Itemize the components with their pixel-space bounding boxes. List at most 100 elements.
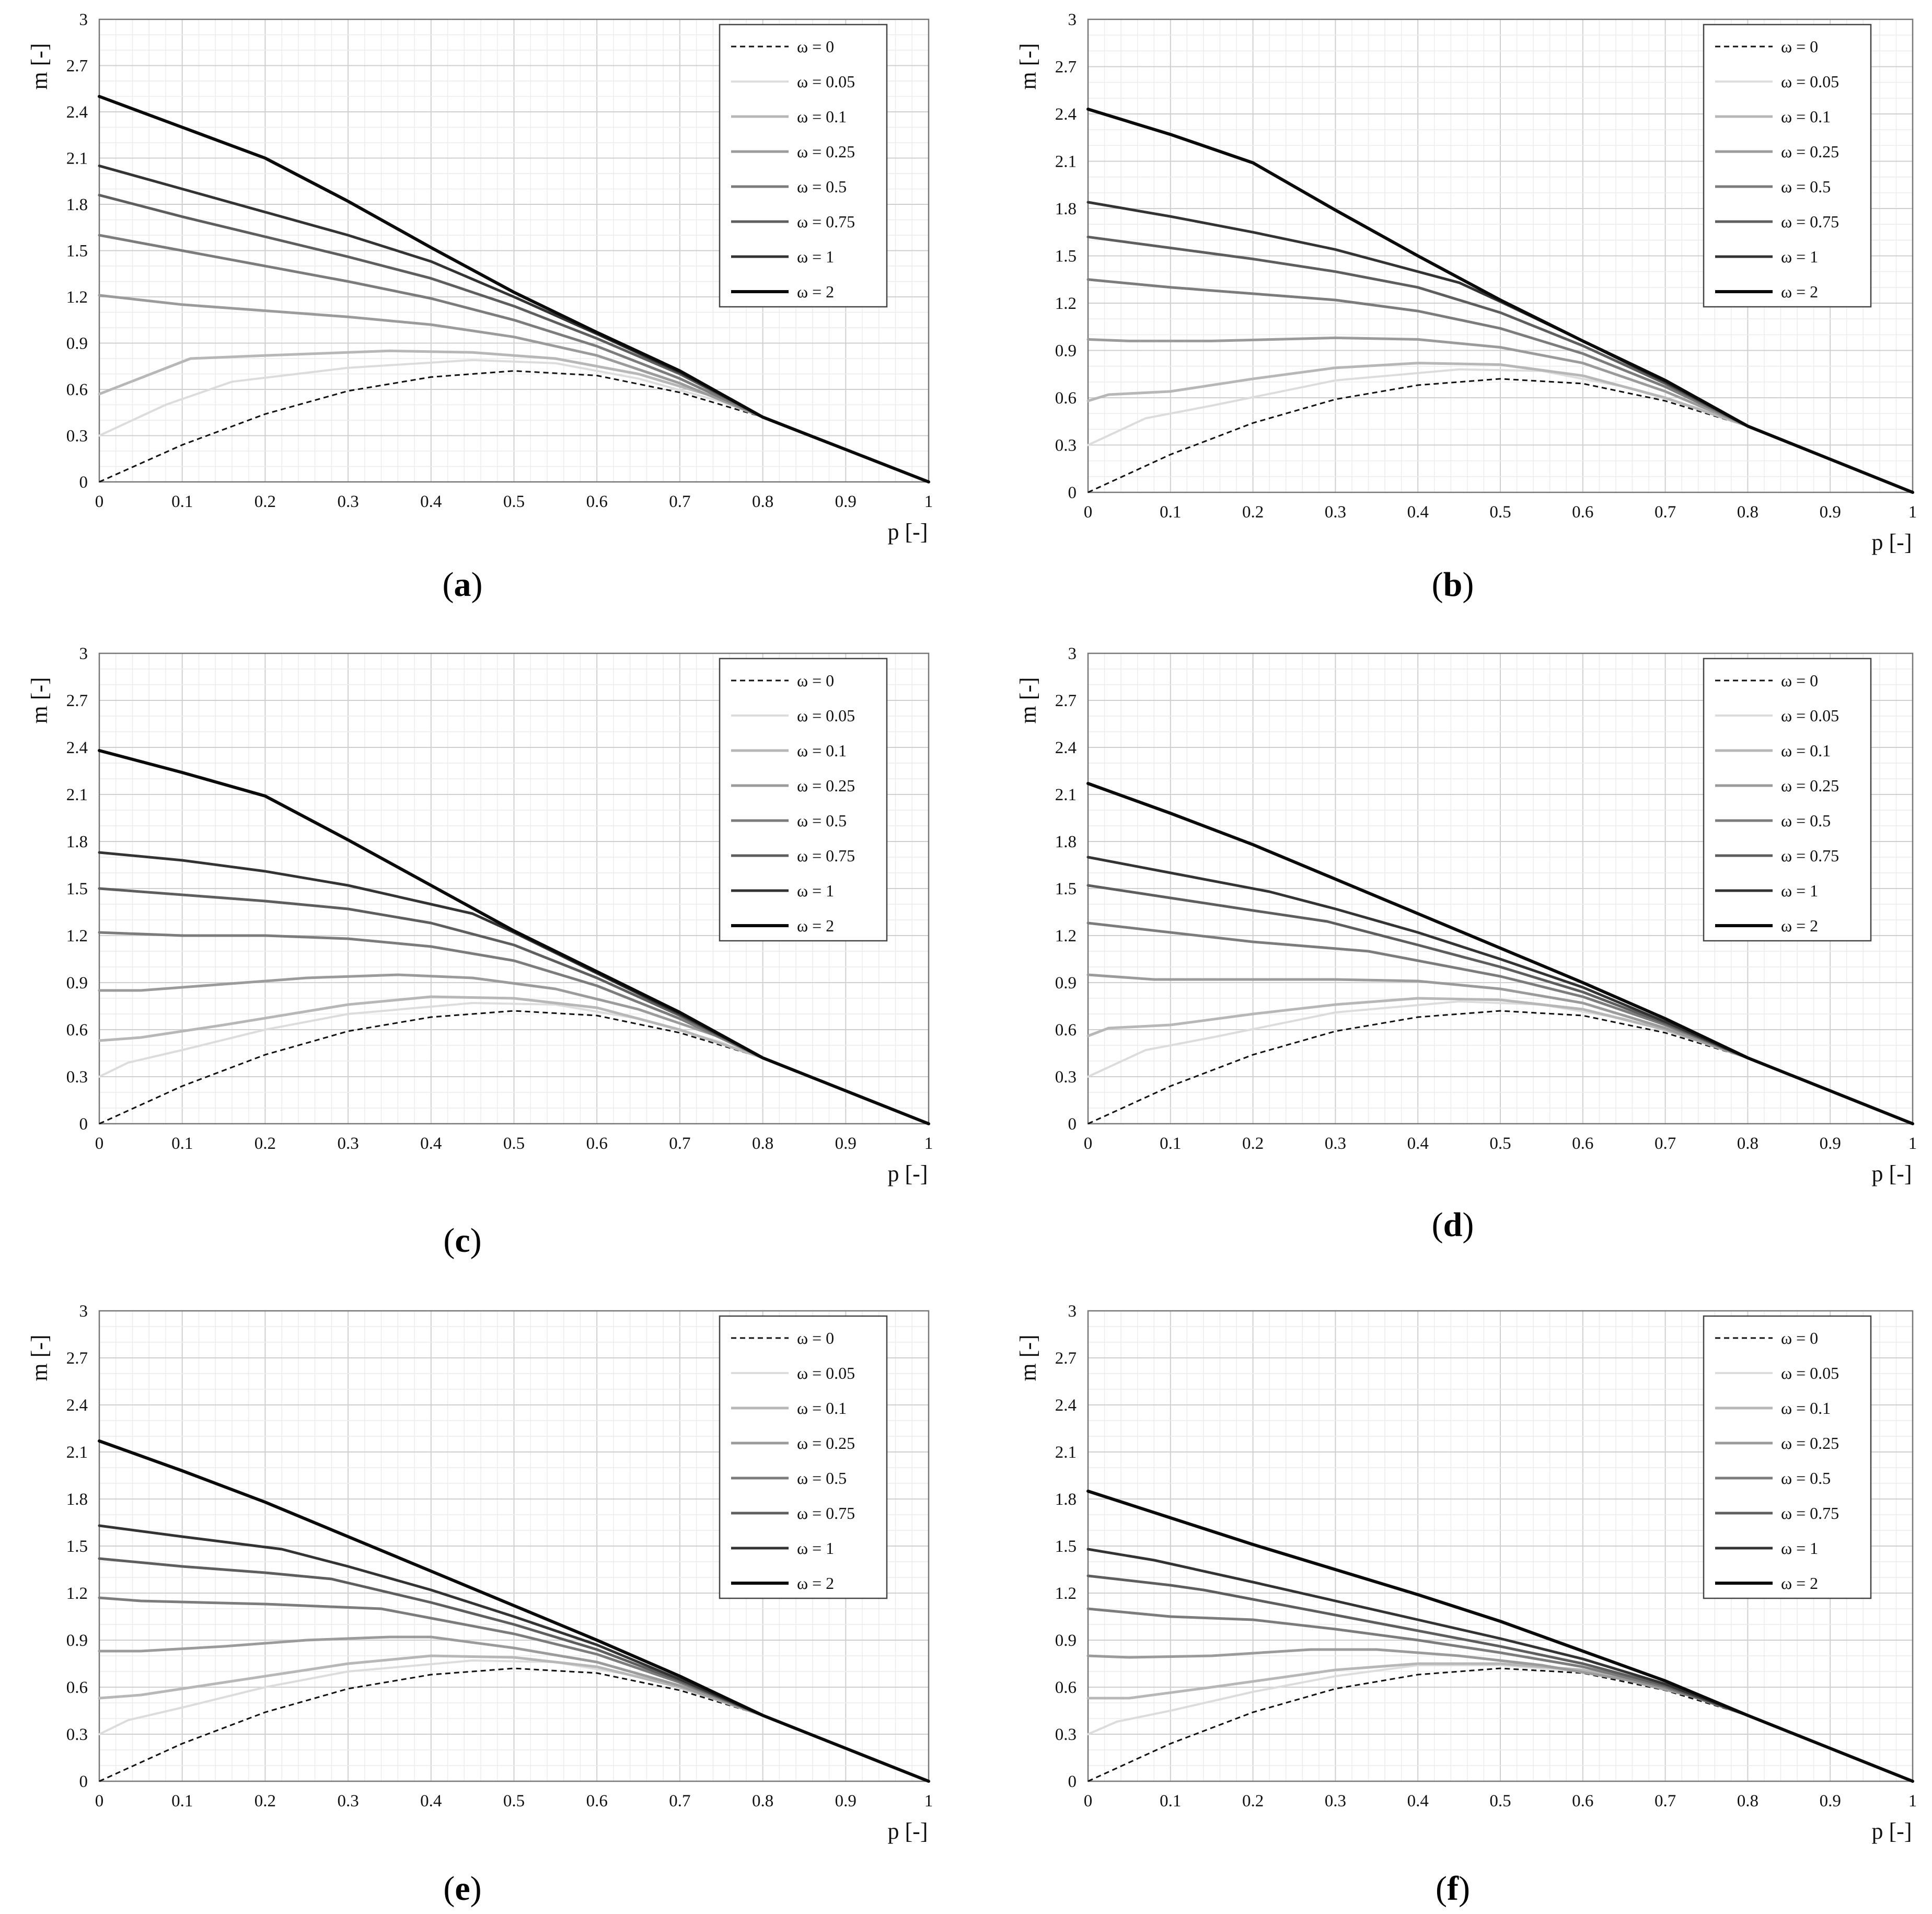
y-axis-label: m [-] <box>27 1334 52 1381</box>
y-tick-label: 0.3 <box>66 1725 88 1744</box>
x-tick-label: 0.5 <box>1489 1792 1511 1811</box>
y-tick-label: 0.9 <box>1055 342 1077 361</box>
y-tick-label: 1.5 <box>1055 880 1077 898</box>
legend-label: ω = 1 <box>1781 881 1818 900</box>
x-tick-label: 1 <box>924 492 933 511</box>
legend-label: ω = 0.75 <box>797 212 855 231</box>
legend-label: ω = 0 <box>1781 37 1818 56</box>
legend-label: ω = 0.1 <box>797 1399 847 1417</box>
x-tick-label: 0.3 <box>1325 1792 1346 1811</box>
y-tick-label: 0 <box>79 1115 88 1134</box>
x-tick-label: 0.9 <box>835 492 857 511</box>
series-line-omega-7 <box>1086 782 1914 1125</box>
x-tick-label: 0.3 <box>337 492 358 511</box>
x-tick-label: 1 <box>1908 503 1917 522</box>
plot-frame <box>1087 18 1914 493</box>
x-tick-label: 0.4 <box>420 1792 442 1811</box>
series-line-omega-7 <box>98 1439 930 1783</box>
x-tick-label: 0.5 <box>1489 503 1511 522</box>
y-axis-label: m [-] <box>1015 677 1041 723</box>
y-tick-label: 3 <box>79 644 88 663</box>
x-tick-label: 0.1 <box>171 492 193 511</box>
legend-label: ω = 1 <box>1781 1539 1818 1558</box>
legend-label: ω = 0.5 <box>797 1469 847 1488</box>
y-tick-label: 0.6 <box>66 1021 88 1040</box>
y-tick-label: 0.6 <box>1055 389 1077 408</box>
x-tick-label: 0.6 <box>1572 1792 1593 1811</box>
x-tick-label: 0 <box>95 1134 104 1153</box>
legend-label: ω = 0.75 <box>797 846 855 865</box>
y-tick-label: 2.4 <box>1055 739 1077 757</box>
legend-box <box>719 1315 888 1599</box>
legend: ω = 0 ω = 0.05 ω = 0.1 ω = 0.25 ω = 0.5 ω = 0… <box>1703 1315 1872 1599</box>
x-axis-label: p [-] <box>888 1161 928 1186</box>
x-tick-label: 0.4 <box>420 492 442 511</box>
chart-panel-a: 0 0.1 0.2 0.3 0.4 0.5 0.6 0.7 0.8 0.9 1 0 0.3 0.6 0.9 1… <box>27 10 933 604</box>
legend-label: ω = 0.1 <box>1781 741 1831 760</box>
x-tick-label: 0.4 <box>420 1134 442 1153</box>
x-tick-label: 0.1 <box>1160 1792 1181 1811</box>
legend-label: ω = 2 <box>1781 916 1818 935</box>
legend-label: ω = 0 <box>1781 1329 1818 1347</box>
x-tick-label: 0.5 <box>503 492 525 511</box>
y-tick-label: 0.3 <box>1055 436 1077 455</box>
x-tick-label: 0.7 <box>1655 503 1676 522</box>
y-tick-label: 2.4 <box>66 739 88 757</box>
x-tick-label: 0.8 <box>752 1792 773 1811</box>
x-tick-label: 0.7 <box>669 492 690 511</box>
legend-label: ω = 0.75 <box>797 1504 855 1523</box>
y-tick-label: 1.8 <box>66 833 88 851</box>
legend-label: ω = 0.25 <box>797 1434 855 1452</box>
y-tick-label: 3 <box>1068 644 1077 663</box>
x-tick-label: 0.7 <box>1655 1134 1676 1153</box>
legend-label: ω = 0.1 <box>1781 107 1831 126</box>
x-axis-label: p [-] <box>1872 1818 1912 1844</box>
y-tick-label: 2.7 <box>1055 691 1077 710</box>
x-tick-label: 0.3 <box>1325 1134 1346 1153</box>
legend: ω = 0 ω = 0.05 ω = 0.1 ω = 0.25 ω = 0.5 ω = 0… <box>719 1315 888 1599</box>
panel-caption: (e) <box>443 1870 481 1908</box>
legend-label: ω = 0.25 <box>797 142 855 161</box>
chart-panel-f: 0 0.1 0.2 0.3 0.4 0.5 0.6 0.7 0.8 0.9 1 0 0.3 0.6 0.9 1… <box>1015 1302 1917 1908</box>
y-tick-label: 2.7 <box>1055 58 1077 77</box>
legend-label: ω = 2 <box>797 1574 834 1593</box>
y-tick-label: 1.5 <box>66 880 88 898</box>
legend-label: ω = 0.05 <box>1781 706 1839 725</box>
x-tick-label: 0.9 <box>1820 1134 1841 1153</box>
chart-panel-d: 0 0.1 0.2 0.3 0.4 0.5 0.6 0.7 0.8 0.9 1 0 0.3 0.6 0.9 1… <box>1015 644 1917 1244</box>
legend-label: ω = 0 <box>1781 671 1818 690</box>
series-line-omega-7 <box>1086 1490 1914 1783</box>
legend-label: ω = 2 <box>797 916 834 935</box>
y-tick-label: 0 <box>1068 1115 1077 1134</box>
y-tick-label: 2.7 <box>66 1349 88 1368</box>
y-tick-label: 1.2 <box>1055 1584 1077 1603</box>
x-tick-label: 0.5 <box>1489 1134 1511 1153</box>
x-tick-label: 1 <box>1908 1134 1917 1153</box>
legend-label: ω = 0.25 <box>1781 1434 1839 1452</box>
legend-box <box>719 24 888 308</box>
x-tick-label: 0 <box>95 492 104 511</box>
legend-label: ω = 0.75 <box>1781 846 1839 865</box>
legend-label: ω = 0 <box>797 37 834 56</box>
y-tick-label: 0.9 <box>66 1631 88 1650</box>
x-axis-label: p [-] <box>888 1818 928 1844</box>
legend-label: ω = 0.25 <box>1781 142 1839 161</box>
x-tick-label: 0.4 <box>1407 1134 1429 1153</box>
x-tick-label: 0.5 <box>503 1792 525 1811</box>
legend: ω = 0 ω = 0.05 ω = 0.1 ω = 0.25 ω = 0.5 ω = 0… <box>719 658 888 942</box>
y-tick-label: 1.5 <box>1055 247 1077 266</box>
y-tick-label: 0.3 <box>66 1068 88 1087</box>
panel-caption: (a) <box>443 566 483 604</box>
x-tick-label: 0.9 <box>835 1134 857 1153</box>
x-tick-label: 0.9 <box>1820 503 1841 522</box>
y-axis-label: m [-] <box>1015 1334 1041 1381</box>
x-tick-label: 0.3 <box>337 1792 358 1811</box>
y-tick-label: 2.1 <box>1055 153 1077 171</box>
x-tick-label: 0.2 <box>254 1792 276 1811</box>
y-tick-label: 0.6 <box>1055 1678 1077 1697</box>
legend-label: ω = 0 <box>797 1329 834 1347</box>
x-tick-label: 0.9 <box>1820 1792 1841 1811</box>
legend-label: ω = 0.75 <box>1781 212 1839 231</box>
y-tick-label: 0.6 <box>66 1678 88 1697</box>
